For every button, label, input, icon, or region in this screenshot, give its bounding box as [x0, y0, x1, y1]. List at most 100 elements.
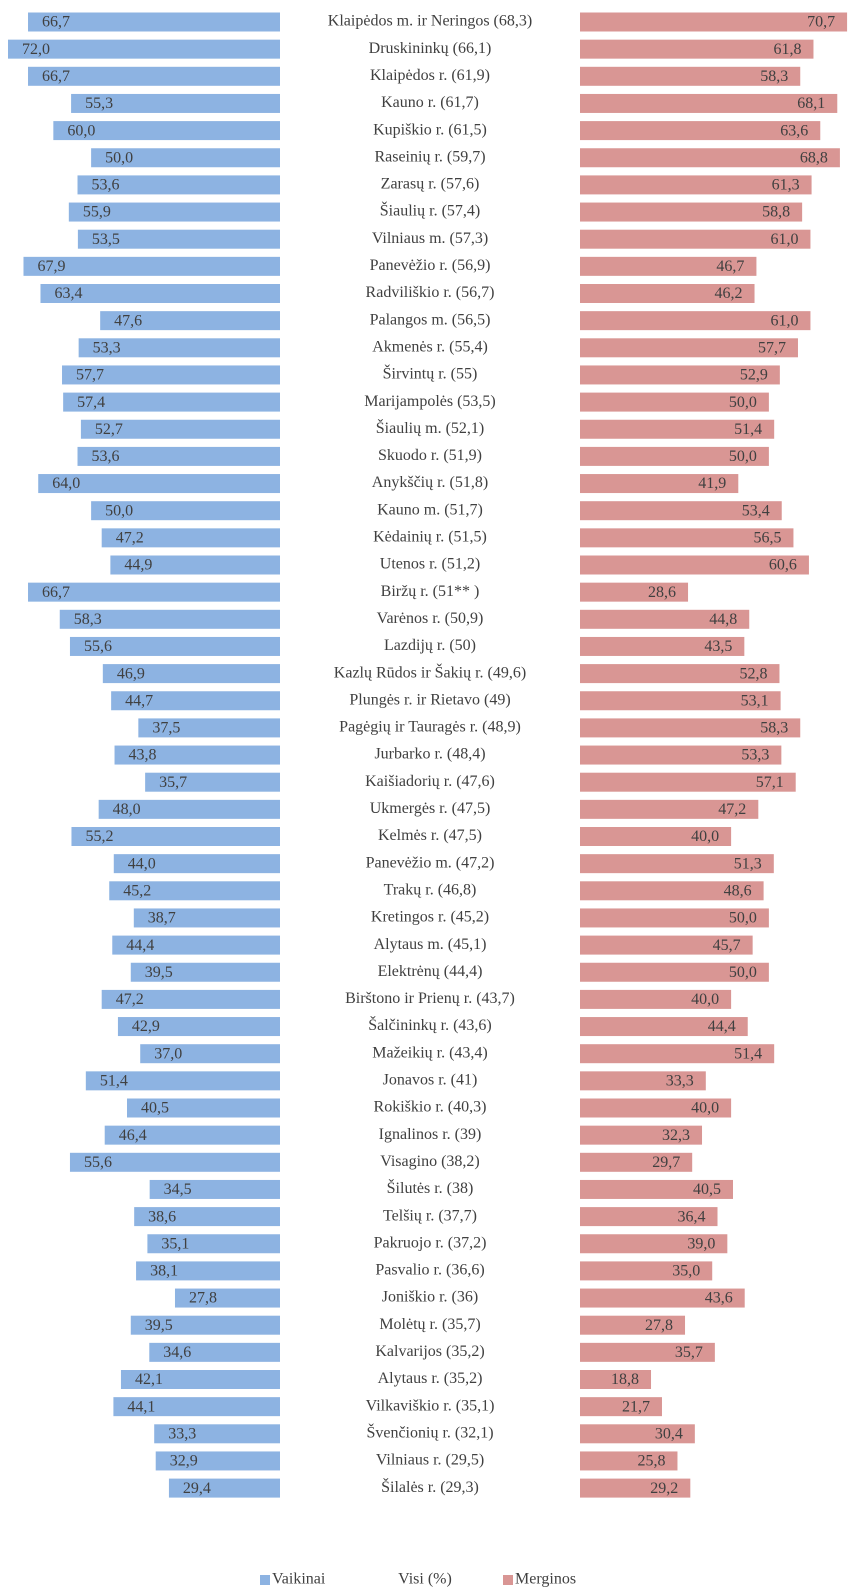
bar: [147, 1234, 280, 1254]
category-label: Pasvalio r. (36,6): [375, 1262, 484, 1279]
data-label: 44,0: [128, 855, 156, 872]
category-label: Druskininkų (66,1): [369, 40, 492, 57]
bar: [580, 555, 809, 575]
bar: [580, 1152, 693, 1172]
bar: [91, 148, 280, 168]
bar: [580, 419, 775, 439]
bar: [69, 636, 280, 656]
category-label: Kaišiadorių r. (47,6): [365, 773, 495, 790]
data-label: 55,9: [83, 204, 111, 221]
category-label: Anykščių r. (51,8): [372, 474, 488, 491]
category-label: Kalvarijos (35,2): [375, 1343, 484, 1360]
bar: [580, 93, 838, 113]
data-label: 28,6: [648, 584, 676, 601]
category-label: Biržų r. (51** ): [381, 583, 480, 600]
category-label: Kauno m. (51,7): [377, 501, 483, 518]
data-label: 40,0: [691, 1100, 719, 1117]
bar: [136, 1261, 280, 1281]
data-label: 44,7: [125, 692, 153, 709]
legend-label: Merginos: [515, 1571, 576, 1588]
data-label: 53,1: [741, 692, 769, 709]
bar: [62, 365, 281, 385]
bar: [580, 1370, 652, 1389]
bar: [580, 1098, 732, 1118]
bar: [580, 338, 798, 358]
data-label: 48,0: [113, 801, 141, 818]
data-label: 50,0: [729, 910, 757, 927]
category-label: Raseinių r. (59,7): [374, 148, 485, 165]
bar: [580, 1017, 748, 1037]
data-label: 67,9: [37, 258, 65, 275]
bar: [580, 772, 796, 792]
category-label: Kretingos r. (45,2): [371, 909, 489, 926]
bar: [580, 1478, 691, 1498]
bar: [580, 474, 739, 494]
category-label: Švenčionių r. (32,1): [366, 1422, 493, 1441]
bar: [112, 935, 281, 955]
data-label: 58,3: [760, 68, 788, 85]
data-label: 41,9: [698, 475, 726, 492]
bar: [168, 1478, 280, 1498]
bar: [580, 1071, 706, 1091]
bar: [85, 1071, 280, 1091]
bar: [580, 854, 774, 874]
data-label: 46,7: [716, 258, 744, 275]
data-label: 53,6: [92, 448, 120, 465]
bar: [59, 609, 280, 629]
category-label: Jurbarko r. (48,4): [374, 746, 485, 763]
bar: [580, 12, 848, 32]
data-label: 45,7: [713, 937, 741, 954]
bar: [580, 582, 689, 602]
data-label: 47,6: [114, 312, 142, 329]
category-label: Ukmergės r. (47,5): [370, 800, 491, 817]
data-label: 44,9: [124, 557, 152, 574]
bar: [580, 229, 811, 249]
category-label: Marijampolės (53,5): [364, 393, 496, 410]
data-label: 55,3: [85, 95, 113, 112]
category-label: Palangos m. (56,5): [370, 311, 491, 328]
data-label: 66,7: [42, 584, 70, 601]
category-label: Visagino (38,2): [380, 1153, 479, 1170]
bar: [28, 582, 281, 602]
bar: [77, 175, 280, 195]
data-label: 57,4: [77, 394, 105, 411]
bar: [149, 1179, 280, 1199]
data-label: 51,4: [734, 1045, 762, 1062]
bar: [580, 1397, 662, 1417]
category-label: Varėnos r. (50,9): [377, 610, 484, 627]
category-label: Šiaulių r. (57,4): [380, 201, 480, 220]
data-label: 40,5: [693, 1181, 721, 1198]
data-label: 39,5: [145, 1317, 173, 1334]
bar: [580, 39, 814, 59]
bar: [580, 202, 803, 222]
category-label: Vilniaus m. (57,3): [372, 230, 488, 247]
data-label: 52,7: [95, 421, 123, 438]
bar: [580, 609, 750, 629]
bar: [580, 284, 755, 303]
data-label: 50,0: [729, 964, 757, 981]
bar: [149, 1342, 280, 1362]
category-label: Kelmės r. (47,5): [378, 827, 482, 844]
bar: [134, 1207, 280, 1227]
bar: [154, 1424, 280, 1444]
category-label: Jonavos r. (41): [383, 1072, 478, 1089]
data-label: 53,3: [93, 339, 121, 356]
bar: [580, 718, 801, 738]
data-label: 61,0: [770, 312, 798, 329]
data-label: 39,0: [687, 1235, 715, 1252]
data-label: 30,4: [655, 1425, 683, 1442]
data-label: 60,0: [67, 122, 95, 139]
category-label: Molėtų r. (35,7): [379, 1316, 480, 1333]
data-label: 50,0: [105, 502, 133, 519]
data-label: 64,0: [52, 475, 80, 492]
data-label: 35,7: [159, 774, 187, 791]
bar: [28, 12, 281, 32]
bar: [580, 528, 794, 548]
bar: [113, 1397, 281, 1417]
data-label: 44,8: [709, 611, 737, 628]
bar: [580, 1179, 733, 1199]
bar: [91, 501, 280, 521]
data-label: 51,4: [100, 1073, 128, 1090]
data-label: 38,1: [150, 1263, 178, 1280]
bar: [77, 446, 280, 466]
